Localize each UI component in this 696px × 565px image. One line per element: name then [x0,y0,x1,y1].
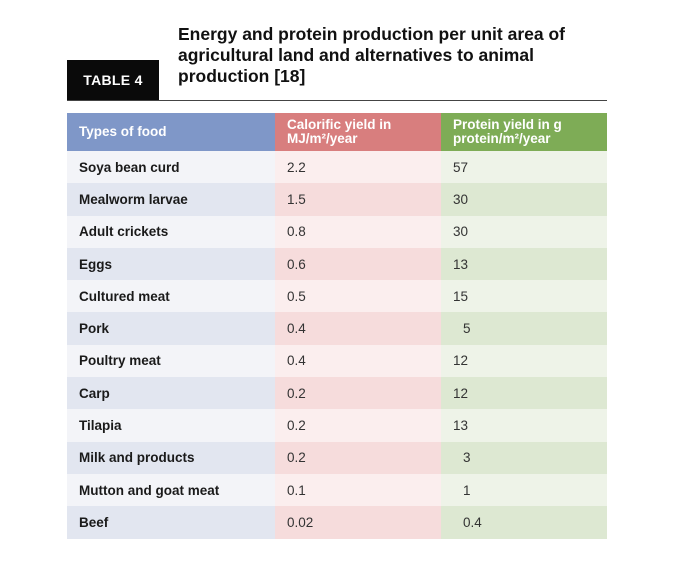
cell-food: Pork [67,312,275,345]
cell-calorific: 0.2 [275,409,441,442]
cell-food: Adult crickets [67,215,275,248]
cell-calorific: 0.1 [275,473,441,507]
table-row: Carp 0.2 12 [67,377,607,410]
table-row: Mealworm larvae 1.5 30 [67,183,607,216]
table-number-label: TABLE 4 [67,60,159,100]
cell-food: Mealworm larvae [67,183,275,216]
cell-food: Carp [67,377,275,410]
cell-calorific: 0.4 [275,344,441,378]
table-row: Poultry meat 0.4 12 [67,344,607,378]
cell-food: Mutton and goat meat [67,473,275,507]
cell-food: Poultry meat [67,344,275,378]
cell-protein: 0.4 [441,506,607,539]
table-row: Milk and products 0.2 3 [67,441,607,474]
cell-protein: 5 [441,312,607,345]
cell-calorific: 1.5 [275,183,441,216]
header-protein: Protein yield in g protein/m²/year [441,113,607,151]
table-title: Energy and protein production per unit a… [178,24,565,86]
cell-food: Cultured meat [67,280,275,313]
title-divider [67,100,607,101]
cell-calorific: 2.2 [275,151,441,184]
cell-protein: 3 [441,441,607,474]
table-row: Adult crickets 0.8 30 [67,215,607,248]
table-row: Eggs 0.6 13 [67,247,607,281]
cell-protein: 12 [441,377,607,410]
table-row: Cultured meat 0.5 15 [67,280,607,313]
cell-calorific: 0.8 [275,215,441,248]
cell-protein: 30 [441,183,607,216]
yield-table: Types of food Calorific yield in MJ/m²/y… [67,113,607,539]
cell-calorific: 0.5 [275,280,441,313]
cell-food: Tilapia [67,409,275,442]
cell-protein: 13 [441,409,607,442]
cell-calorific: 0.02 [275,506,441,539]
table-row: Soya bean curd 2.2 57 [67,151,607,184]
cell-calorific: 0.4 [275,312,441,345]
cell-protein: 57 [441,151,607,184]
cell-food: Milk and products [67,441,275,474]
cell-protein: 15 [441,280,607,313]
table-row: Mutton and goat meat 0.1 1 [67,473,607,507]
cell-food: Eggs [67,247,275,281]
cell-protein: 12 [441,344,607,378]
header-food: Types of food [67,113,275,151]
header-calorific: Calorific yield in MJ/m²/year [275,113,441,151]
table-row: Beef 0.02 0.4 [67,506,607,539]
cell-protein: 1 [441,473,607,507]
cell-protein: 30 [441,215,607,248]
table-row: Tilapia 0.2 13 [67,409,607,442]
cell-calorific: 0.2 [275,377,441,410]
cell-food: Soya bean curd [67,151,275,184]
table-header-row: Types of food Calorific yield in MJ/m²/y… [67,113,607,151]
table-row: Pork 0.4 5 [67,312,607,345]
cell-calorific: 0.2 [275,441,441,474]
cell-food: Beef [67,506,275,539]
cell-protein: 13 [441,247,607,281]
cell-calorific: 0.6 [275,247,441,281]
